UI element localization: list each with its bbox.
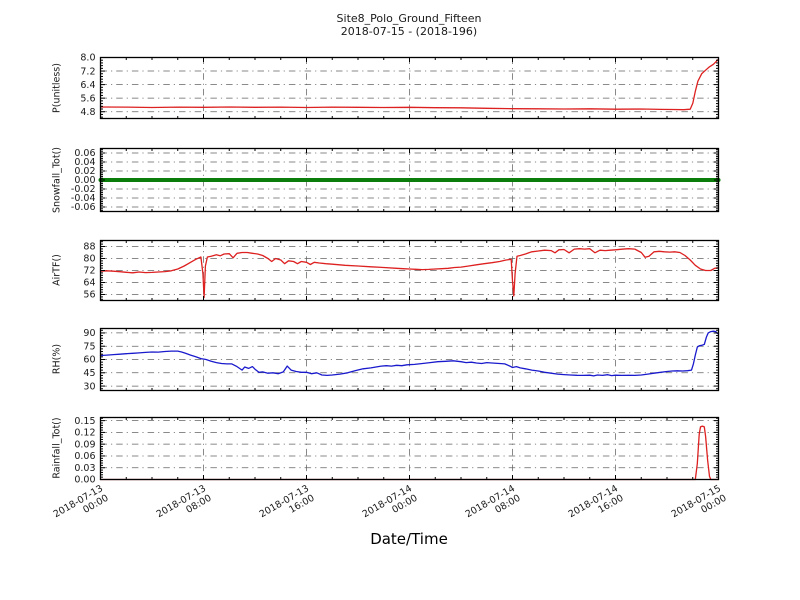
y-tick-label: 0.03 bbox=[74, 463, 95, 474]
y-tick-label: 0.00 bbox=[74, 175, 95, 186]
gridlines bbox=[100, 328, 719, 391]
y-tick-label: 0.06 bbox=[74, 451, 95, 462]
y-axis-label-air-tf: AirTF() bbox=[51, 254, 63, 286]
series-line-p-unitless bbox=[99, 58, 720, 111]
y-tick-label: 90 bbox=[83, 328, 95, 339]
x-tick-label: 2018-07-14 16:00 bbox=[502, 483, 626, 567]
y-tick-label: 88 bbox=[83, 242, 95, 253]
chart-canvas-snowfall-tot: 0.060.040.020.00-0.02-0.04-0.06 bbox=[71, 147, 721, 213]
chart-title: Site8_Polo_Ground_Fifteen 2018-07-15 - (… bbox=[100, 12, 718, 38]
x-tick-label: 2018-07-14 00:00 bbox=[296, 483, 420, 567]
x-tick-label: 2018-07-13 08:00 bbox=[90, 483, 214, 567]
series-line-rainfall-tot bbox=[99, 425, 720, 481]
y-tick-label: 0.04 bbox=[74, 157, 95, 168]
y-tick-label: 72 bbox=[83, 266, 95, 277]
y-tick-label: 64 bbox=[83, 278, 95, 289]
axes-border bbox=[99, 239, 720, 302]
axes-border bbox=[99, 56, 720, 120]
y-tick-label: -0.06 bbox=[71, 202, 96, 213]
x-tick-label: 2018-07-14 08:00 bbox=[399, 483, 523, 567]
y-tick-label: 0.15 bbox=[74, 416, 95, 427]
gridlines bbox=[100, 417, 719, 480]
x-axis-title: Date/Time bbox=[370, 530, 448, 548]
y-tick-label: 0.06 bbox=[74, 148, 95, 159]
y-tick-label: 80 bbox=[83, 254, 95, 265]
y-tick-label: 60 bbox=[83, 355, 95, 366]
y-axis-label-rh: RH(%) bbox=[51, 343, 63, 375]
axes-border bbox=[99, 147, 720, 213]
chart-canvas-rh: 90 75 60 45 30 bbox=[83, 327, 720, 392]
y-tick-label: 45 bbox=[83, 368, 95, 379]
axes-border bbox=[99, 416, 720, 481]
chart-canvas-rainfall-tot: 0.150.120.090.060.030.00 bbox=[74, 416, 720, 486]
x-tick-label: 2018-07-13 16:00 bbox=[193, 483, 317, 567]
y-tick-label: 6.4 bbox=[80, 80, 95, 91]
y-tick-label: 0.02 bbox=[74, 166, 95, 177]
series-line-rh bbox=[99, 330, 720, 377]
x-tick-label: 2018-07-15 00:00 bbox=[605, 483, 729, 567]
chart-canvas-p-unitless: 8.0 7.2 6.4 5.6 4.8 bbox=[80, 53, 720, 120]
chart-title-line1: Site8_Polo_Ground_Fifteen bbox=[336, 12, 482, 25]
y-tick-label: 0.12 bbox=[74, 428, 95, 439]
y-tick-label: -0.02 bbox=[71, 184, 96, 195]
axes-border bbox=[99, 327, 720, 392]
y-axis-label-snowfall-tot: Snowfall_Tot() bbox=[51, 146, 63, 213]
y-tick-label: 0.09 bbox=[74, 439, 95, 450]
chart-title-line2: 2018-07-15 - (2018-196) bbox=[340, 25, 478, 38]
y-tick-label: 56 bbox=[83, 290, 95, 301]
y-tick-label: 0.00 bbox=[74, 475, 95, 486]
y-tick-label: 75 bbox=[83, 341, 95, 352]
y-tick-label: 5.6 bbox=[80, 93, 95, 104]
series-line-air-tf bbox=[99, 248, 720, 299]
y-tick-label: -0.04 bbox=[71, 193, 96, 204]
y-tick-label: 7.2 bbox=[80, 66, 95, 77]
y-axis-label-p-unitless: P(unitless) bbox=[51, 62, 63, 113]
y-tick-label: 30 bbox=[83, 381, 95, 392]
y-axis-label-rainfall-tot: Rainfall_Tot() bbox=[51, 417, 63, 479]
y-tick-label: 8.0 bbox=[80, 53, 95, 64]
y-tick-label: 4.8 bbox=[80, 107, 95, 118]
